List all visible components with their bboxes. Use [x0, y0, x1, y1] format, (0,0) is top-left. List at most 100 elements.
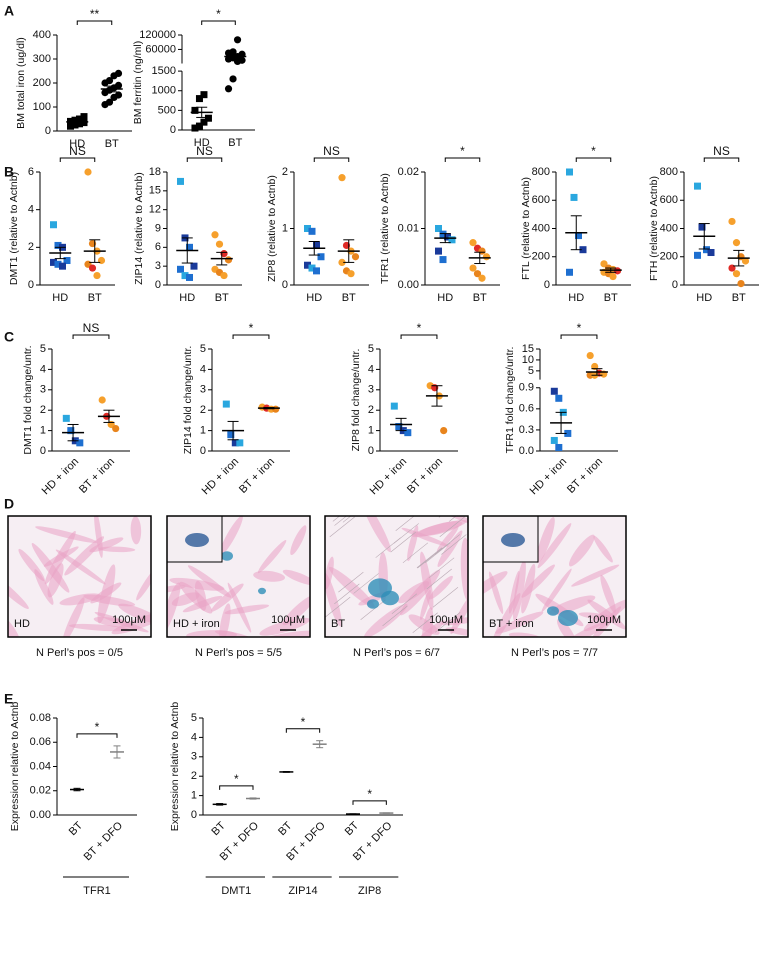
data-point	[71, 121, 79, 129]
data-point	[114, 69, 123, 77]
group-label: TFR1	[83, 885, 111, 897]
y-axis-label: DMT1 (relative to Actnb)	[8, 172, 20, 285]
y-tick-label: 5	[200, 343, 206, 355]
significance-bracket	[76, 733, 118, 738]
y-tick-label: 6	[155, 241, 161, 253]
x-tick-label: HD	[437, 292, 453, 304]
image-caption: N Perl’s pos = 5/5	[195, 647, 282, 659]
fiber	[360, 599, 386, 620]
y-axis-label: TFR1 fold change/untr.	[504, 347, 516, 454]
x-tick-label: BT	[604, 292, 618, 304]
y-tick-label: 4	[40, 363, 46, 375]
y-tick-label: 3	[200, 384, 206, 396]
y-tick-label: 0	[40, 445, 46, 457]
cell	[508, 570, 520, 614]
y-tick-label: 100	[33, 101, 51, 113]
cell	[282, 569, 310, 586]
y-tick-label: 0.08	[30, 712, 51, 724]
significance-label: *	[417, 321, 422, 335]
y-tick-label: 800	[532, 166, 550, 178]
cell	[460, 537, 468, 601]
fiber	[353, 573, 379, 594]
cell	[495, 611, 544, 634]
cell	[259, 617, 310, 636]
image-label: HD	[14, 618, 30, 630]
cell	[59, 593, 101, 606]
y-axis-label: TFR1 (relative to Actnb)	[379, 173, 391, 284]
cell	[34, 569, 54, 605]
fiber	[395, 516, 415, 531]
data-point	[233, 36, 242, 44]
cell	[257, 539, 287, 574]
y-tick-label: 0	[28, 279, 34, 291]
x-tick-label: HD	[69, 138, 85, 150]
cell	[587, 599, 626, 630]
cell	[167, 585, 186, 594]
data-point	[473, 270, 482, 278]
inset-stain	[185, 533, 209, 547]
data-point	[304, 261, 311, 269]
data-point	[186, 243, 193, 251]
data-point	[570, 193, 578, 201]
y-tick-label: 5	[40, 343, 46, 355]
cell	[224, 604, 270, 615]
iron-stain	[381, 590, 399, 606]
data-point	[76, 439, 84, 447]
data-point	[444, 233, 451, 241]
significance-label: **	[90, 7, 100, 21]
cell	[44, 530, 76, 585]
iron-stain	[258, 587, 266, 595]
data-point	[195, 122, 203, 130]
y-tick-label: 200	[33, 77, 51, 89]
significance-bracket	[575, 157, 612, 162]
data-point	[741, 257, 750, 265]
y-axis-label: ZIP8 (relative to Actnb)	[266, 175, 278, 282]
micrograph-frame	[7, 515, 152, 638]
y-tick-label: 18	[149, 166, 161, 178]
image-caption: N Perl’s pos = 6/7	[353, 647, 440, 659]
cell	[488, 571, 504, 614]
y-tick-label: 400	[532, 222, 550, 234]
data-point	[566, 168, 573, 176]
fiber	[391, 593, 418, 615]
data-point	[67, 427, 75, 435]
cell	[364, 603, 408, 637]
data-point	[308, 227, 316, 235]
fiber	[432, 586, 459, 608]
cell	[560, 621, 608, 637]
data-point	[351, 253, 360, 261]
fiber	[325, 596, 351, 618]
cell	[421, 607, 434, 637]
y-tick-label: 1500	[152, 65, 176, 77]
cell	[417, 521, 463, 537]
micrograph	[167, 516, 310, 637]
y-tick-label: 0	[544, 279, 550, 291]
y-tick-label: 120000	[139, 29, 176, 41]
image-label: BT + iron	[489, 618, 534, 630]
inset-stain	[501, 533, 525, 547]
significance-label: *	[249, 321, 254, 335]
data-point	[62, 414, 70, 422]
group-label: DMT1	[221, 885, 251, 897]
y-axis-label: Expression relative to Actnb	[9, 702, 21, 832]
y-tick-label: 0	[155, 279, 161, 291]
y-tick-label: 0.9	[519, 382, 534, 394]
data-point	[220, 271, 228, 280]
y-tick-label: 0.00	[30, 809, 51, 821]
data-point	[732, 270, 741, 278]
y-axis-label: DMT1 fold change/untr.	[22, 345, 34, 454]
data-point	[177, 265, 184, 273]
cell	[407, 525, 419, 562]
fiber	[390, 531, 416, 553]
data-point	[191, 106, 199, 114]
data-point	[448, 236, 456, 244]
significance-bracket	[560, 334, 598, 339]
y-tick-label: 0.01	[398, 222, 419, 234]
y-tick-label: 4	[368, 363, 374, 375]
y-tick-label: 5	[528, 365, 534, 377]
y-tick-label: 6	[28, 166, 34, 178]
data-point	[229, 48, 237, 56]
data-point	[59, 262, 66, 270]
data-point	[555, 394, 563, 402]
